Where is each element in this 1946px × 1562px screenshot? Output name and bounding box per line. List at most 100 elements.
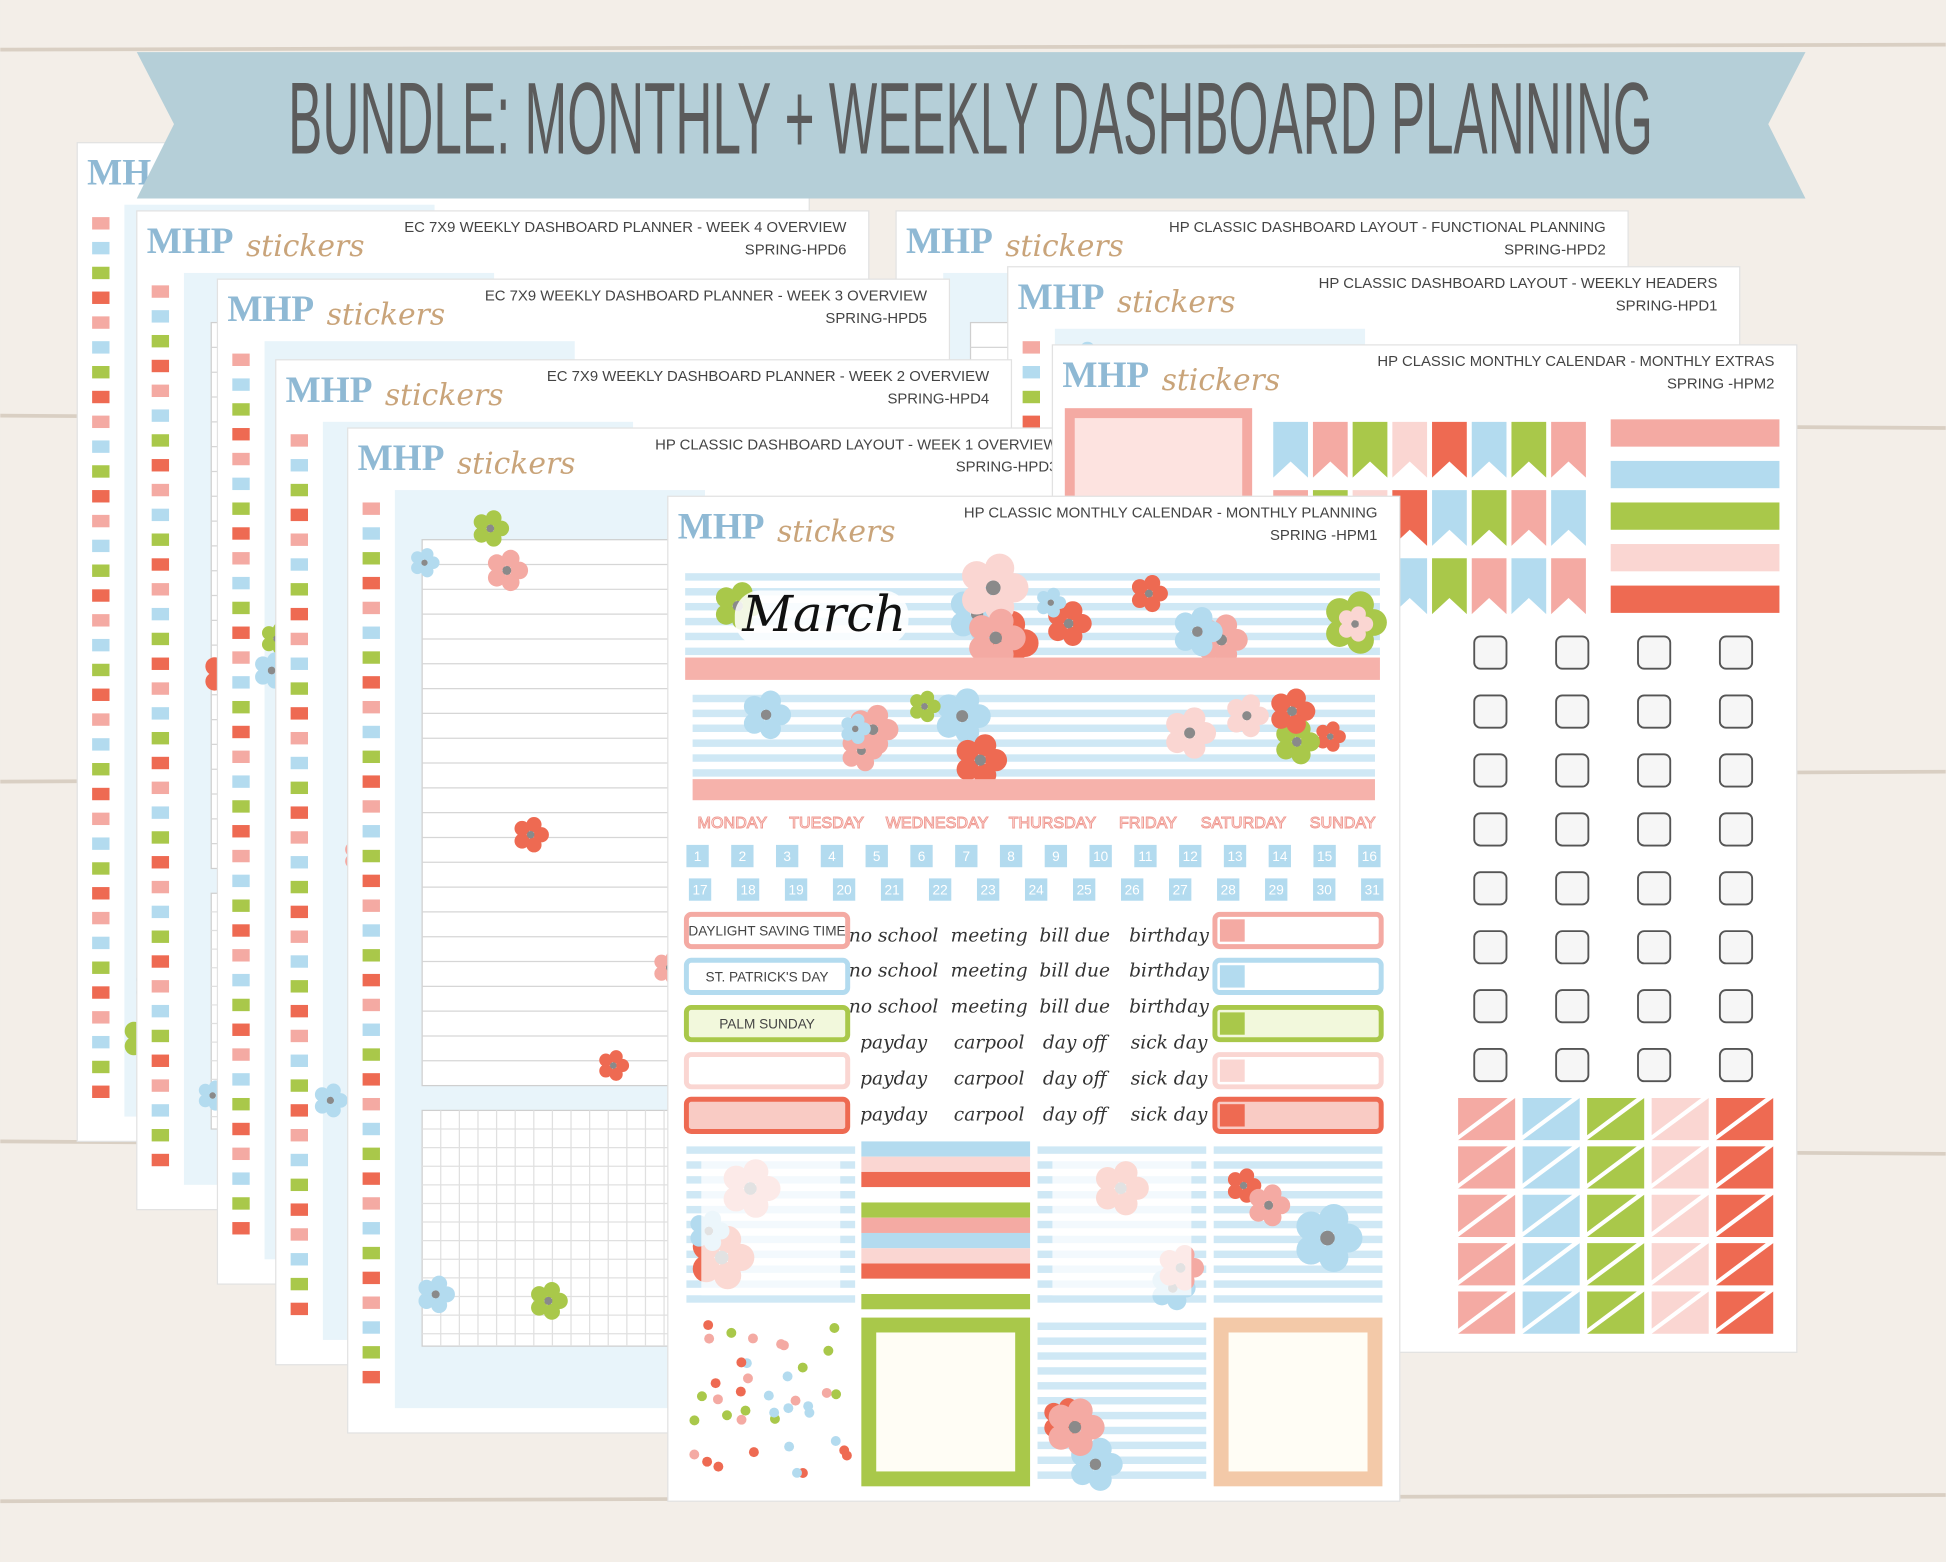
icon-sticker: [1637, 989, 1672, 1024]
color-tab: [232, 949, 250, 962]
color-tab: [232, 527, 250, 540]
brand-logo: MHP: [358, 438, 445, 479]
flower-petal: [1338, 622, 1355, 638]
flower-petal: [1227, 1184, 1243, 1199]
bunting-flag: [1551, 558, 1586, 615]
date-number: 4: [828, 849, 836, 864]
flower-petal: [1291, 745, 1311, 765]
date-tab: [910, 844, 933, 868]
flower-petal: [255, 656, 271, 672]
flower-petal: [1241, 718, 1261, 738]
color-tab: [92, 291, 110, 304]
flower-petal: [485, 531, 502, 547]
date-tab: [784, 878, 808, 901]
color-tab: [151, 409, 170, 422]
date-tab: [1121, 878, 1144, 901]
flower-petal: [599, 1064, 613, 1078]
color-tab: [92, 1035, 110, 1049]
flower-petal: [1263, 1208, 1282, 1227]
pink-strip: [692, 779, 1375, 801]
flower-petal: [526, 817, 542, 833]
triangle-sticker: [1716, 1291, 1766, 1329]
flower-petal: [1239, 1168, 1255, 1184]
weekday-label: MONDAY: [698, 814, 768, 832]
color-tab: [290, 756, 309, 770]
dot: [722, 1410, 732, 1421]
color-tab: [92, 514, 110, 528]
bunting-flag: [1471, 558, 1507, 615]
color-strip: [1610, 502, 1780, 530]
full-box-sticker: [686, 1317, 856, 1487]
triangle-sticker: [1716, 1097, 1774, 1141]
color-strip: [1610, 419, 1780, 447]
event-label: DAYLIGHT SAVING TIME: [688, 923, 845, 938]
stripe: [1037, 1426, 1207, 1435]
flower-center: [1291, 737, 1302, 747]
event-label: ST. PATRICK'S DAY: [706, 969, 829, 984]
flower-petal: [1271, 693, 1291, 713]
bunting-flag: [1312, 421, 1348, 478]
flower-center: [974, 754, 986, 766]
triangle-sticker: [1458, 1097, 1508, 1136]
icon-sticker: [1718, 753, 1754, 788]
triangle-sticker: [1651, 1097, 1709, 1141]
flower-petal: [841, 717, 855, 731]
flower-petal: [314, 1087, 330, 1102]
color-tab: [151, 632, 170, 646]
flower-center: [267, 666, 276, 675]
icon-sticker: [1637, 871, 1672, 906]
color-tab: [232, 849, 250, 863]
sheet-title: HP CLASSIC DASHBOARD LAYOUT - WEEK 1 OVE…: [655, 437, 1057, 453]
color-tab: [290, 731, 309, 745]
flower-petal: [969, 615, 995, 641]
brand-logo: MHP: [906, 221, 993, 262]
box-inner: [876, 1332, 1016, 1472]
flower-petal: [543, 1303, 560, 1320]
color-tab: [290, 632, 309, 646]
color-tab: [362, 750, 380, 764]
date-number: 28: [1221, 882, 1236, 897]
flower-petal: [866, 704, 889, 727]
brand-logo: MHP: [147, 221, 234, 262]
color-tab: [1022, 415, 1040, 429]
flower-petal: [1131, 592, 1148, 609]
date-tab: [731, 844, 754, 868]
color-tab: [92, 1060, 110, 1074]
flower-petal: [609, 1050, 623, 1064]
color-tab: [151, 806, 170, 819]
bunting-flag: [1392, 421, 1428, 478]
date-number: 25: [1077, 882, 1092, 897]
flower-petal: [1296, 1235, 1326, 1265]
word-sticker: birthday: [1129, 926, 1209, 947]
color-tab: [92, 738, 110, 751]
flower-center: [544, 1296, 553, 1305]
stripe: [1037, 1382, 1207, 1390]
color-tab: [290, 806, 309, 819]
dot: [821, 1387, 832, 1398]
brand-logo: MHP: [678, 506, 765, 547]
color-tab: [1022, 390, 1040, 404]
date-number: 14: [1272, 849, 1288, 864]
weekday-label: THURSDAY: [1009, 814, 1097, 832]
date-tab: [1361, 878, 1384, 901]
flower-petal: [1191, 607, 1213, 629]
color-tab: [232, 973, 250, 987]
color-tab: [151, 905, 170, 919]
stripe: [1037, 1322, 1207, 1330]
brand-script: stickers: [1117, 285, 1236, 320]
flower-petal: [418, 1292, 435, 1310]
month-label-bg: [734, 590, 909, 646]
stripe: [861, 1141, 1031, 1157]
icon-sticker: [1473, 930, 1508, 965]
sheet-code: SPRING-HPD5: [825, 311, 927, 327]
color-tab: [232, 378, 250, 391]
flower-petal: [1067, 1398, 1093, 1424]
flower-petal: [1037, 601, 1050, 615]
flower-petal: [1063, 626, 1083, 646]
full-box-sticker: [1037, 1141, 1207, 1311]
word-sticker: payday: [860, 1104, 928, 1125]
color-tab: [232, 502, 250, 515]
flower-petal: [1047, 604, 1060, 618]
flower-petal: [487, 568, 506, 587]
